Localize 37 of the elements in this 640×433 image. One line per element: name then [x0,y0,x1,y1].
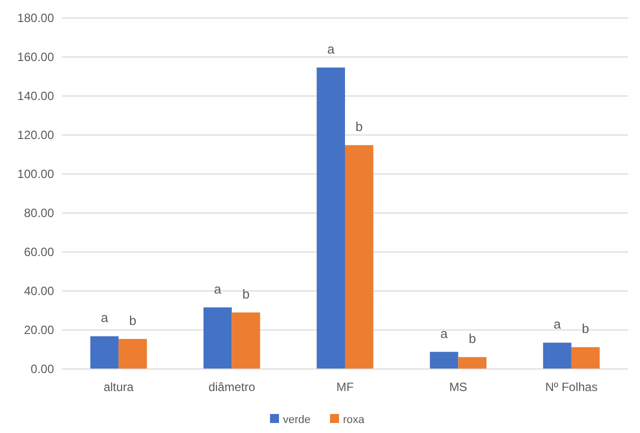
bar [232,312,260,369]
annotation: b [356,119,363,134]
y-tick-label: 160.00 [17,50,54,64]
y-tick-label: 60.00 [24,245,54,260]
y-tick-label: 40.00 [24,284,54,298]
y-tick-label: 0.00 [30,362,54,376]
y-tick-label: 140.00 [17,89,54,104]
annotation: b [242,286,250,302]
annotation: b [582,321,590,336]
bar [118,338,147,369]
annotation: a [554,316,562,332]
bar [543,342,572,369]
legend-label: verde [283,414,311,426]
y-tick-label: 80.00 [24,206,54,220]
annotation: b [468,331,476,346]
bar [571,347,600,369]
x-tick-label: MF [336,380,354,394]
annotation: a [327,42,336,57]
y-tick-label: 20.00 [24,323,54,338]
bar [345,145,374,369]
legend-label: roxa [343,414,366,426]
x-tick-label: altura [104,380,134,394]
x-tick-label: diâmetro [208,380,256,394]
x-tick-label: Nº Folhas [545,380,598,394]
y-tick-label: 120.00 [17,128,54,142]
bar [316,68,345,369]
bar [458,357,486,369]
bar [90,336,119,369]
y-tick-label: 180.00 [17,11,54,26]
annotation: a [100,310,109,326]
bar [430,352,458,369]
x-tick-label: MS [449,380,468,394]
annotation: a [440,326,448,341]
bar [204,307,232,369]
annotation: b [129,312,136,328]
y-tick-label: 100.00 [17,167,54,182]
annotation: a [214,281,222,296]
